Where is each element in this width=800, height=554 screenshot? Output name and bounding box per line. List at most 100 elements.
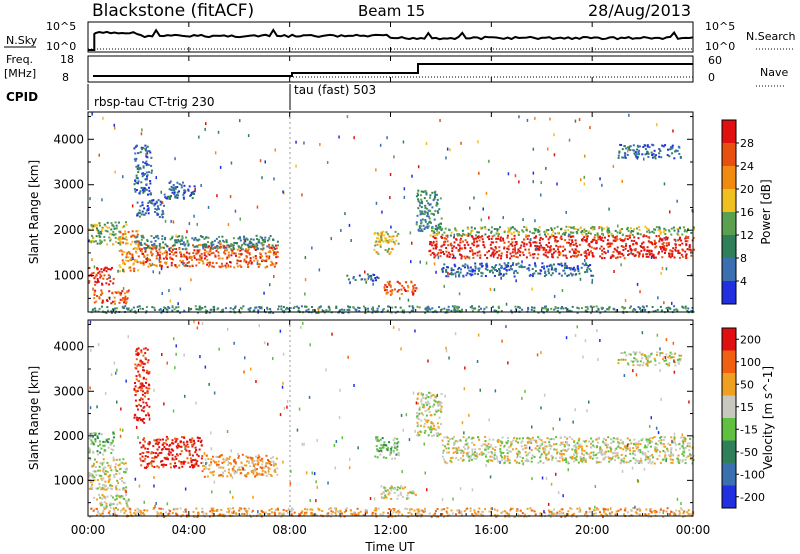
data-cell [202, 245, 204, 248]
data-cell [407, 298, 410, 302]
data-cell [266, 265, 269, 268]
data-cell [145, 451, 148, 454]
data-cell [664, 144, 667, 147]
data-cell [112, 449, 115, 452]
data-cell [256, 238, 259, 241]
data-cell [115, 484, 118, 487]
data-cell [226, 475, 229, 478]
data-cell [650, 151, 653, 154]
data-cell [191, 197, 194, 200]
data-cell [166, 197, 168, 200]
data-cell [533, 306, 536, 309]
data-cell [95, 273, 98, 276]
data-cell [241, 512, 243, 515]
data-cell [652, 253, 655, 256]
data-cell [636, 508, 639, 511]
data-cell [140, 262, 143, 265]
data-cell [423, 197, 426, 200]
data-cell [500, 511, 503, 514]
data-cell [588, 268, 591, 271]
data-cell [436, 507, 439, 510]
data-cell [151, 253, 154, 255]
data-cell [458, 511, 461, 514]
data-cell [155, 254, 158, 257]
data-cell [687, 236, 690, 238]
data-cell [402, 286, 405, 289]
data-cell [534, 265, 537, 268]
data-cell [122, 241, 125, 244]
data-cell [588, 253, 590, 256]
data-cell [151, 456, 154, 459]
data-cell [111, 485, 114, 487]
data-cell [549, 117, 551, 121]
data-cell [114, 307, 116, 310]
data-cell [142, 376, 145, 379]
data-cell [573, 251, 576, 254]
data-cell [561, 264, 563, 267]
data-cell [216, 308, 219, 311]
data-cell [117, 269, 119, 273]
data-cell [145, 152, 147, 156]
data-cell [546, 245, 549, 248]
data-cell [425, 308, 428, 311]
data-cell [255, 242, 258, 245]
data-cell [562, 512, 565, 515]
data-cell [430, 431, 433, 434]
data-cell [148, 441, 151, 443]
data-cell [445, 270, 448, 273]
data-cell [380, 231, 383, 234]
data-cell [102, 444, 105, 447]
data-cell [179, 453, 182, 456]
data-cell [139, 364, 141, 367]
data-cell [601, 257, 603, 260]
data-cell [275, 251, 277, 254]
data-cell [387, 515, 390, 518]
data-cell [418, 306, 421, 309]
data-cell [230, 161, 233, 165]
data-cell [368, 275, 371, 278]
data-cell [429, 396, 432, 399]
data-cell [447, 251, 450, 254]
data-cell [525, 256, 528, 259]
data-cell [424, 204, 427, 207]
data-cell [619, 251, 621, 254]
data-cell [258, 456, 261, 459]
data-cell [205, 244, 208, 247]
data-cell [108, 438, 110, 441]
data-cell [573, 269, 576, 272]
data-cell [135, 242, 137, 245]
data-cell [683, 230, 686, 233]
data-cell [482, 241, 485, 243]
data-cell [447, 305, 450, 308]
data-cell [139, 167, 142, 170]
data-cell [119, 468, 122, 471]
data-cell [585, 510, 588, 513]
data-cell [142, 438, 145, 441]
data-cell [238, 507, 241, 510]
data-cell [94, 458, 96, 461]
data-cell [106, 495, 109, 498]
data-cell [417, 414, 420, 417]
data-cell [381, 309, 384, 312]
data-cell [647, 236, 650, 239]
data-cell [282, 509, 285, 511]
data-cell [223, 240, 226, 243]
data-cell [403, 288, 406, 291]
data-cell [163, 251, 166, 254]
data-cell [534, 270, 537, 273]
data-cell [97, 231, 100, 234]
data-cell [553, 251, 555, 254]
data-cell [137, 387, 140, 390]
data-cell [219, 266, 222, 269]
data-cell [429, 194, 432, 197]
data-cell [393, 437, 396, 440]
data-cell [273, 246, 275, 249]
data-cell [583, 236, 586, 239]
data-cell [142, 260, 145, 263]
data-cell [235, 254, 237, 257]
data-cell [686, 248, 689, 251]
data-cell [167, 195, 170, 198]
data-cell [458, 244, 461, 247]
data-cell [173, 193, 176, 196]
data-cell [99, 462, 102, 465]
